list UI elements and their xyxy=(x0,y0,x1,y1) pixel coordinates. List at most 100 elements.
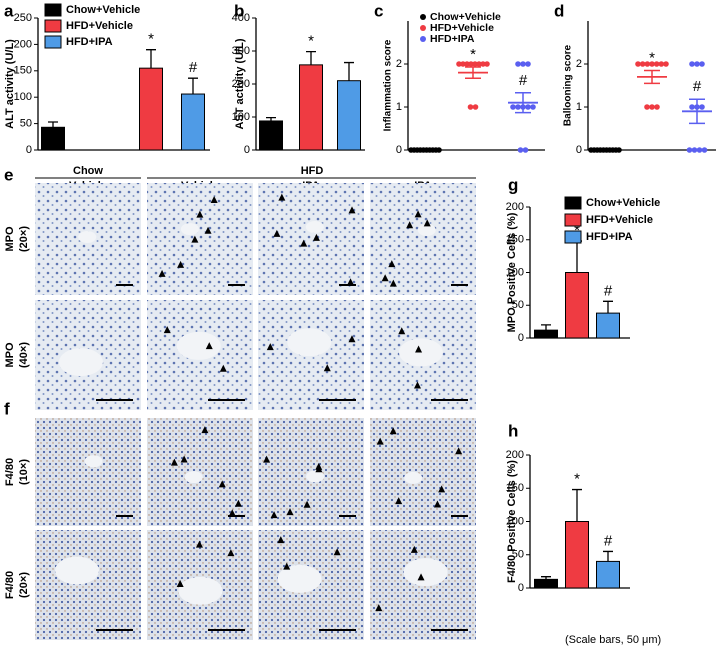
row-label: (20×) xyxy=(18,226,30,252)
y-tick-label: 150 xyxy=(506,482,524,494)
y-tick-label: 100 xyxy=(506,266,524,278)
legend-swatch xyxy=(564,196,582,210)
dot xyxy=(663,61,669,67)
significance-marker: # xyxy=(693,78,702,95)
arrowhead xyxy=(389,279,397,287)
dot xyxy=(515,61,521,67)
significance-marker: * xyxy=(574,471,580,488)
panel-letter: d xyxy=(554,1,564,20)
legend-swatch xyxy=(44,35,62,49)
significance-marker: * xyxy=(148,31,154,48)
arrowhead xyxy=(270,511,278,519)
arrowhead xyxy=(263,455,271,463)
legend-swatch xyxy=(420,14,426,20)
vessel xyxy=(84,455,103,468)
dot xyxy=(476,61,482,67)
legend-swatch xyxy=(44,3,62,17)
vessel xyxy=(55,556,100,585)
error-bar xyxy=(344,61,354,81)
dot xyxy=(639,61,646,67)
error-bar xyxy=(541,324,551,331)
vessel xyxy=(403,558,448,587)
error-bar xyxy=(603,300,613,314)
arrowhead xyxy=(180,455,188,463)
legend-label: HFD+Vehicle xyxy=(586,214,653,226)
error-bar xyxy=(689,98,705,125)
arrowhead xyxy=(333,548,341,556)
y-tick-label: 0 xyxy=(518,332,524,344)
significance-marker: # xyxy=(519,72,528,89)
legend-label: Chow+Vehicle xyxy=(66,4,140,16)
bar xyxy=(534,329,558,339)
arrowhead xyxy=(177,260,185,268)
dot xyxy=(456,61,462,67)
arrowhead xyxy=(389,427,397,435)
micrograph xyxy=(147,183,253,295)
arrowhead xyxy=(415,345,423,353)
vessel xyxy=(58,348,103,377)
dot xyxy=(689,61,695,67)
vessel xyxy=(277,564,322,593)
significance-marker: * xyxy=(470,46,476,63)
arrowhead xyxy=(205,342,213,350)
y-tick-label: 0 xyxy=(396,144,402,156)
dot xyxy=(699,61,705,67)
y-tick-label: 300 xyxy=(232,45,250,57)
arrowhead xyxy=(191,235,199,243)
scale-note: (Scale bars, 50 μm) xyxy=(565,634,661,646)
panel-letter: c xyxy=(374,1,383,20)
arrowhead xyxy=(278,193,286,201)
y-tick-label: 0 xyxy=(26,144,32,156)
dot xyxy=(689,104,695,110)
bar xyxy=(534,578,558,589)
vessel xyxy=(78,231,97,244)
arrowhead xyxy=(303,500,311,508)
legend-label: Chow+Vehicle xyxy=(430,11,501,23)
dot xyxy=(468,61,474,67)
bar xyxy=(139,67,163,151)
error-bar xyxy=(541,576,551,580)
legend-label: HFD+IPA xyxy=(430,33,475,45)
arrowhead xyxy=(266,343,274,351)
y-tick-label: 50 xyxy=(20,118,32,130)
error-bar xyxy=(515,92,531,114)
significance-marker: * xyxy=(308,33,314,50)
vessel xyxy=(287,328,332,357)
y-tick-label: 200 xyxy=(506,449,524,461)
error-bar xyxy=(306,51,316,65)
error-bar xyxy=(266,117,276,121)
y-axis-label: AST activity (U/L) xyxy=(234,38,246,129)
arrowhead xyxy=(286,508,294,516)
dot xyxy=(696,147,703,153)
error-bar xyxy=(188,77,198,95)
y-tick-label: 2 xyxy=(396,58,402,70)
dot xyxy=(649,104,655,110)
y-axis-label: Ballooning score xyxy=(563,45,574,127)
y-tick-label: 50 xyxy=(512,299,524,311)
significance-marker: # xyxy=(189,59,198,76)
y-tick-label: 1 xyxy=(576,101,582,113)
y-tick-label: 50 xyxy=(512,549,524,561)
row-label: MPO xyxy=(4,342,16,368)
arrowhead xyxy=(348,335,356,343)
y-tick-label: 150 xyxy=(14,65,32,77)
dot xyxy=(520,61,526,67)
panel-letter: a xyxy=(4,1,14,20)
arrowhead xyxy=(277,536,285,544)
y-axis-label: Inflammation score xyxy=(383,39,394,131)
arrowhead xyxy=(204,226,212,234)
dot xyxy=(467,104,474,110)
legend-label: HFD+IPA xyxy=(66,36,113,48)
error-bar xyxy=(146,49,156,69)
micrograph xyxy=(370,183,476,295)
micrograph xyxy=(35,418,141,526)
arrowhead xyxy=(158,269,166,277)
panel-letter: f xyxy=(4,399,10,418)
legend-label: HFD+Vehicle xyxy=(66,20,133,32)
arrowhead xyxy=(376,437,384,445)
arrowhead xyxy=(395,497,403,505)
legend-label: HFD+Vehicle xyxy=(430,22,494,34)
arrowhead xyxy=(410,545,418,553)
arrowhead xyxy=(312,233,320,241)
dot xyxy=(510,104,516,110)
